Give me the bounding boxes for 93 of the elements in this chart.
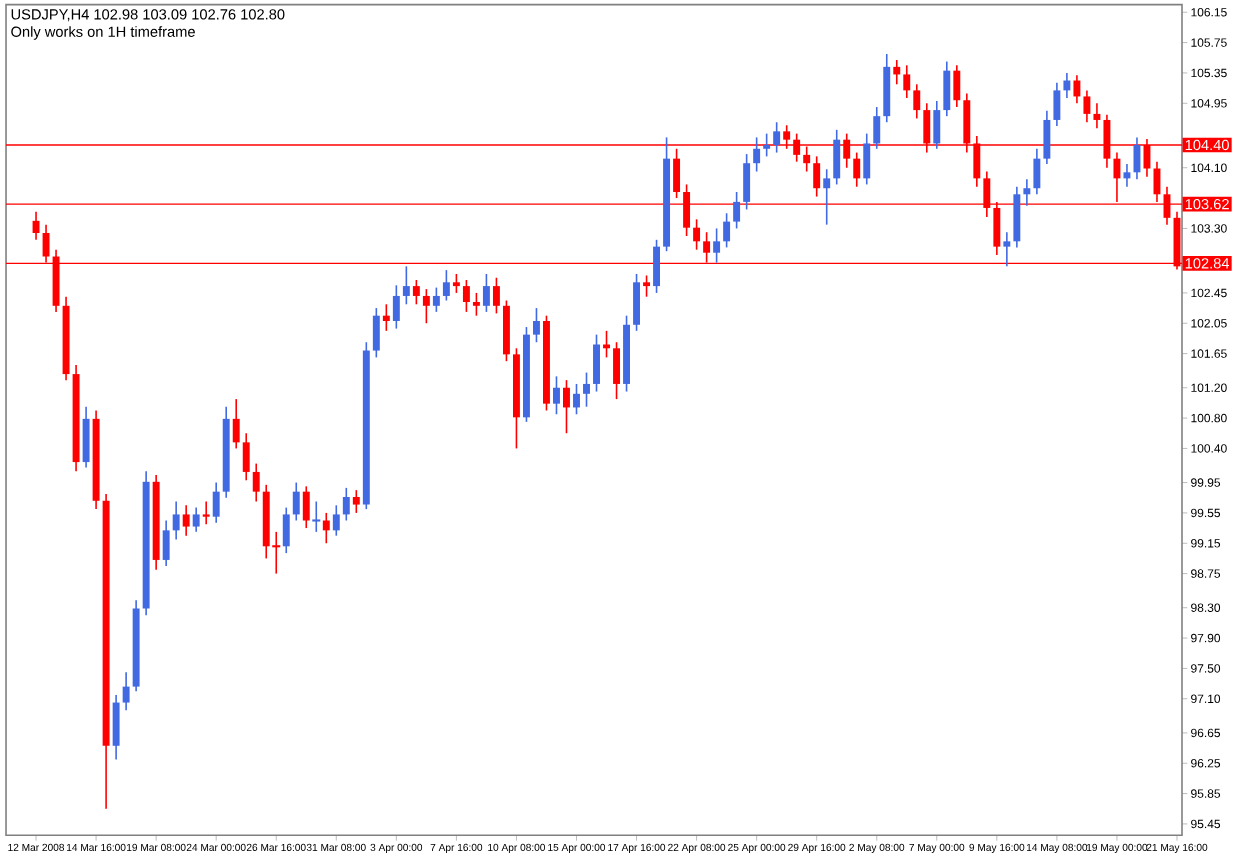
candlestick [462,279,470,313]
candlestick [723,212,731,249]
candlestick [853,151,861,188]
candlestick [1003,231,1011,268]
candlestick [122,671,130,711]
candlestick [172,500,180,541]
candlestick [643,274,651,298]
candlestick [112,694,120,761]
candlestick [482,273,490,313]
candlestick [593,333,600,393]
candlestick [933,100,941,150]
candlestick [563,379,570,435]
candlestick [522,326,530,423]
candlestick [342,487,350,522]
candlestick [693,218,701,251]
candlestick [753,136,761,173]
candlestick [913,83,921,120]
candlestick [92,409,100,510]
candlestick [162,519,170,567]
candlestick [1023,178,1031,207]
candlestick [833,129,841,186]
candlestick [182,504,190,537]
candlestick [663,136,671,252]
candlestick [1063,72,1071,99]
candlestick [472,292,480,317]
candlestick [322,512,330,545]
candlestick [1083,89,1091,124]
candlestick [292,481,300,522]
candlestick [142,470,150,617]
candlestick [863,132,871,186]
candlestick [452,273,460,294]
candlestick [232,398,240,450]
candlestick [653,239,661,294]
candlestick [492,276,500,315]
candlestick [192,506,200,533]
candlestick [773,121,781,154]
candlestick [152,474,160,571]
candlestick [823,168,831,226]
candlestick [813,155,821,198]
candlestick [1013,185,1021,249]
candlestick [583,371,590,408]
candlestick [1093,102,1101,130]
candlestick [1043,110,1051,165]
candlestick [62,295,70,381]
candlestick [943,60,951,117]
candlestick [32,210,40,241]
candlestick [362,341,370,510]
candlestick [212,481,220,524]
candlestick [543,314,550,412]
candlestick [252,462,260,503]
candlestick [1033,147,1041,196]
candlestick [1123,163,1131,188]
candlestick [532,307,540,344]
candlestick [633,273,641,332]
candlestick [302,485,310,529]
candlestick [953,64,961,108]
candlestick [392,284,400,330]
candlestick [402,265,410,306]
candlestick [72,364,80,472]
candlestick [442,269,450,302]
candlestick [242,432,250,482]
candlestick [553,375,560,416]
candlestick [573,383,580,416]
candlestick [382,303,390,332]
candlestick [222,405,230,499]
candlestick [512,347,520,450]
candlestick [352,489,360,514]
candlestick [713,227,721,264]
candlestick [311,500,322,533]
candlestick [903,64,911,99]
candlestick [603,330,610,359]
candlestick [613,341,620,400]
candlestick [1133,136,1141,180]
candlestick [102,493,110,810]
candlestick [893,59,901,86]
candlestick [873,106,881,150]
candlestick [372,307,380,359]
candlestick [132,599,140,692]
candlestick [282,506,290,554]
candlestick [412,279,420,306]
candlestick [502,299,510,362]
candlestick [82,405,90,469]
candlestick [332,504,340,537]
candlestick [763,132,771,158]
candlestick [883,53,891,124]
candlestick [623,314,631,393]
candlestick [432,286,440,313]
candlestick [1053,81,1061,127]
candlestick [422,288,430,325]
candlestick [202,500,210,526]
candlestick [733,191,741,230]
candlestick [743,153,751,211]
candlestick [1073,74,1081,105]
